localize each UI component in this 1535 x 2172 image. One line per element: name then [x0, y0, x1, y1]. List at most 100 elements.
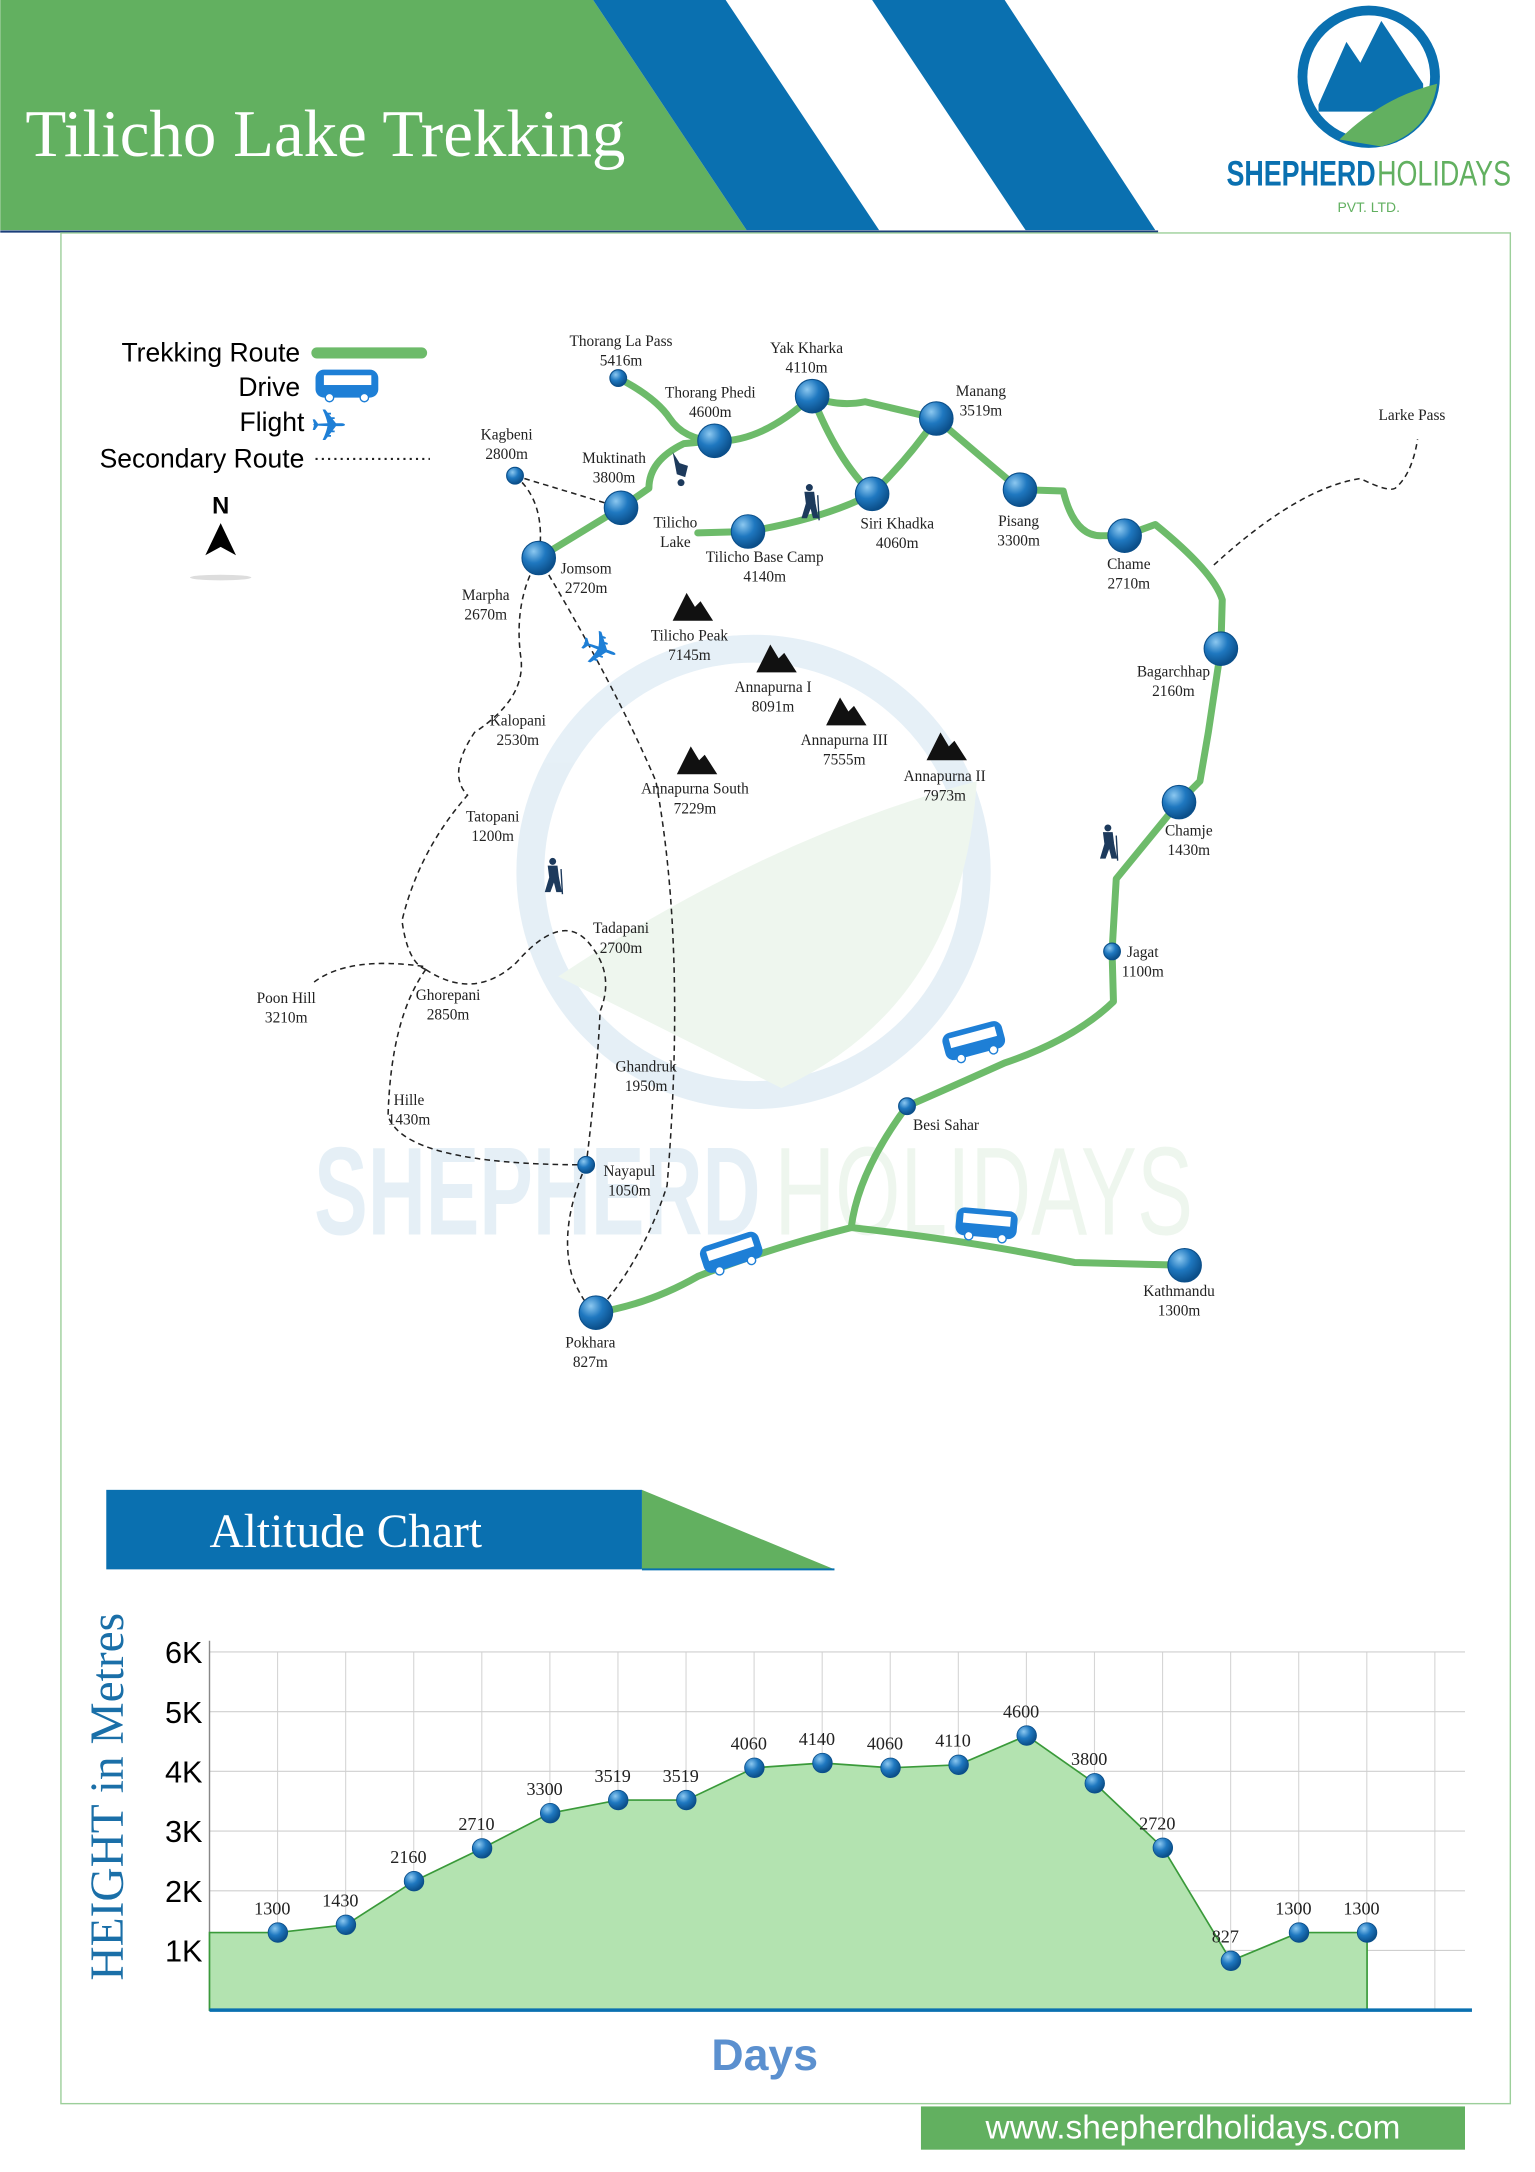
place-name: Muktinath	[582, 450, 646, 467]
place-altitude: 3210m	[265, 1010, 308, 1027]
place-node	[697, 423, 732, 459]
map-place: Ghorepani 2850m	[416, 987, 481, 1024]
map-place: Pokhara 827m	[565, 1295, 616, 1371]
data-label: 4060	[731, 1734, 767, 1754]
place-altitude: 3519m	[960, 403, 1003, 420]
data-label: 1300	[1343, 1898, 1379, 1918]
map-place: Kagbeni 2800m	[481, 426, 533, 485]
data-point	[403, 1871, 425, 1892]
place-node	[730, 514, 766, 549]
place-node	[603, 490, 639, 526]
place-altitude: 4600m	[689, 404, 732, 421]
data-point	[539, 1802, 561, 1824]
place-altitude: 4140m	[743, 569, 786, 586]
altitude-chart-title: Altitude Chart	[210, 1506, 483, 1558]
page-title: Tilicho Lake Trekking	[25, 97, 625, 171]
place-node	[918, 401, 954, 436]
map-place: Jagat 1100m	[1103, 942, 1164, 980]
place-altitude: 3800m	[593, 470, 636, 487]
place-name: Tilicho	[654, 514, 698, 531]
place-node	[1002, 472, 1038, 507]
y-tick-label: 2K	[165, 1874, 203, 1909]
data-label: 2710	[458, 1814, 494, 1834]
place-altitude: 1200m	[471, 828, 514, 845]
data-label: 1300	[1275, 1898, 1311, 1918]
place-name: Kathmandu	[1143, 1283, 1215, 1300]
mountain-icon	[756, 644, 797, 673]
place-altitude: 2720m	[565, 580, 608, 597]
place-name: Chame	[1107, 556, 1151, 573]
place-name: Kalopani	[490, 712, 546, 729]
bus-icon	[942, 1021, 1006, 1064]
map-places: Thorang La Pass 5416m Thorang Phedi 4600m Ya…	[257, 333, 1446, 1371]
map-place: Ghandruk 1950m	[615, 1058, 677, 1095]
data-point	[471, 1838, 493, 1859]
map-place: Pisang 3300m	[997, 472, 1040, 549]
map-place: Kalopani 2530m	[490, 712, 546, 749]
map-place: Larke Pass	[1379, 407, 1446, 424]
mountain-icon	[926, 732, 967, 761]
map-place: Muktinath 3800m	[582, 450, 646, 526]
svg-text:SHEPHERD: SHEPHERD	[1226, 155, 1375, 194]
data-point	[676, 1789, 697, 1811]
bus-icon	[315, 369, 379, 403]
place-name: Thorang La Pass	[570, 333, 673, 350]
place-name: Jagat	[1127, 944, 1159, 961]
place-name: Hille	[394, 1092, 425, 1109]
place-name: Tilicho Base Camp	[706, 549, 824, 566]
peak-altitude: 7145m	[668, 647, 711, 664]
altitude-chart-header: Altitude Chart	[106, 1489, 835, 1571]
place-altitude: 1950m	[625, 1078, 668, 1095]
data-label: 1430	[322, 1891, 358, 1911]
place-node	[609, 369, 628, 387]
data-label: 3519	[595, 1766, 631, 1786]
y-tick-label: 1K	[165, 1934, 203, 1969]
place-altitude: 3300m	[997, 532, 1040, 549]
data-point	[1152, 1837, 1174, 1858]
place-node	[1107, 518, 1142, 553]
north-arrow-icon	[205, 523, 237, 556]
map-place: Poon Hill 3210m	[257, 990, 316, 1027]
svg-text:PVT. LTD.: PVT. LTD.	[1337, 199, 1399, 215]
place-altitude: 2850m	[427, 1007, 470, 1024]
place-name: Larke Pass	[1379, 407, 1446, 424]
place-altitude: 4060m	[876, 535, 919, 552]
altitude-area	[208, 1734, 1368, 2012]
map-place: Chamje 1430m	[1161, 784, 1213, 859]
map-place: Jomsom 2720m	[521, 540, 612, 597]
footer-band	[920, 2106, 1465, 2150]
place-name: Tadapani	[593, 920, 649, 937]
place-name: Chamje	[1165, 823, 1213, 840]
map-place: Thorang La Pass 5416m	[570, 333, 673, 387]
place-altitude: 1430m	[388, 1111, 431, 1128]
north-label: N	[212, 493, 229, 519]
y-tick-label: 3K	[165, 1814, 203, 1849]
place-name: Pokhara	[565, 1335, 615, 1352]
website-link[interactable]: www.shepherdholidays.com	[985, 2110, 1401, 2147]
place-altitude: 2700m	[600, 940, 643, 957]
data-label: 4110	[935, 1731, 971, 1751]
data-point	[1084, 1773, 1105, 1794]
place-altitude: 5416m	[600, 352, 643, 369]
place-altitude: 1100m	[1122, 963, 1164, 980]
data-label: 4140	[799, 1729, 835, 1749]
data-point	[812, 1752, 833, 1774]
y-tick-label: 4K	[165, 1755, 203, 1790]
place-name: Pisang	[998, 513, 1039, 530]
brand-logo: SHEPHERD HOLIDAYS PVT. LTD.	[1226, 5, 1511, 215]
map-place: Nayapul 1050m	[577, 1155, 655, 1200]
bus-icon	[955, 1207, 1018, 1244]
peak: Annapurna South 7229m	[641, 746, 749, 817]
y-tick-label: 6K	[165, 1635, 203, 1670]
peak-altitude: 7555m	[823, 751, 866, 768]
peak-altitude: 8091m	[752, 698, 795, 715]
climber-icon	[672, 451, 688, 487]
peak-name: Annapurna I	[735, 679, 812, 696]
data-point	[948, 1754, 969, 1775]
place-altitude: 2670m	[464, 606, 507, 623]
place-node	[1203, 631, 1239, 666]
place-altitude: 1050m	[608, 1183, 651, 1200]
place-node	[1103, 942, 1121, 961]
peak-altitude: 7973m	[923, 788, 966, 805]
